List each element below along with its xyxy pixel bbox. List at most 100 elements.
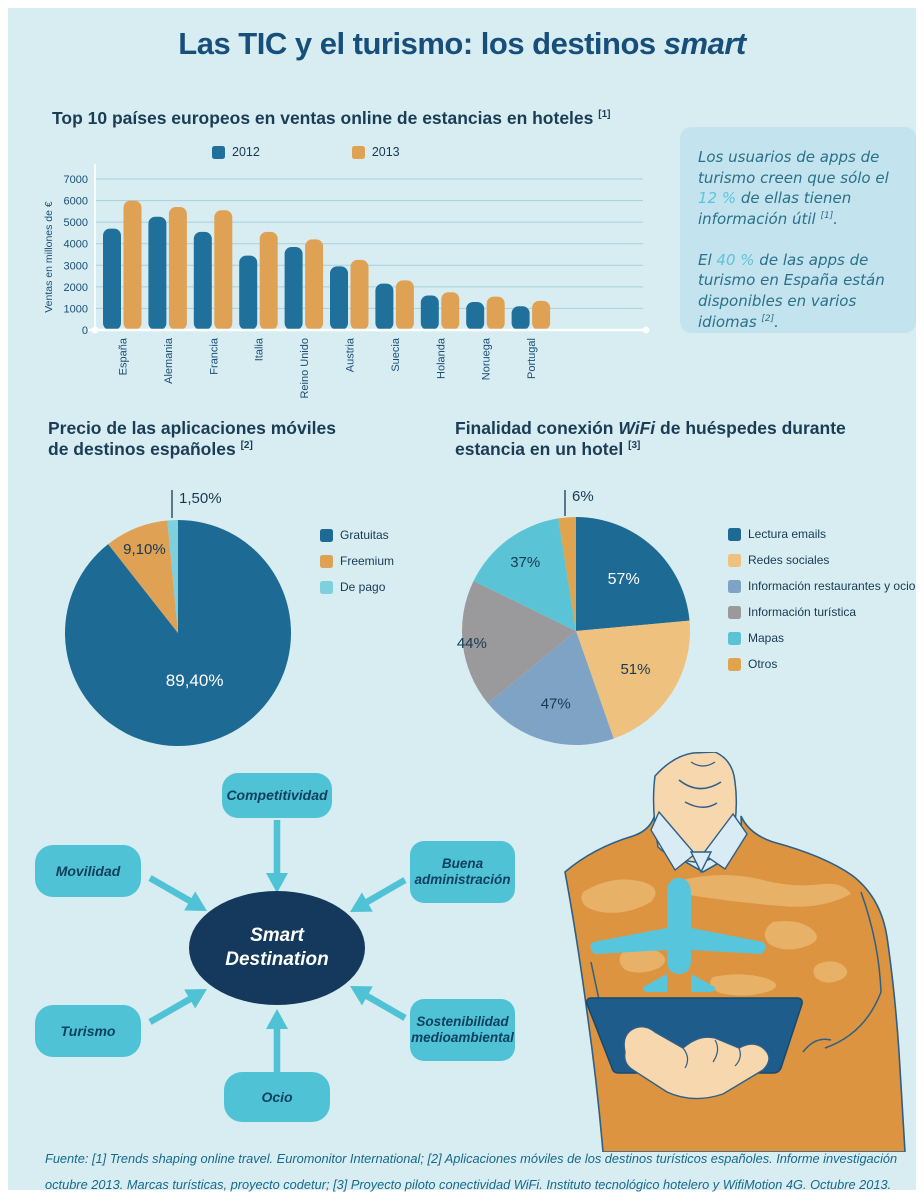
legend-label: Mapas [748, 631, 785, 645]
legend-swatch [728, 657, 741, 671]
pie-apps-legend: Gratuitas Freemium De pago [320, 528, 394, 606]
slice-value-label: 9,10% [123, 541, 166, 558]
bar-Italia-2012 [239, 255, 258, 330]
pie-slice-Otros [558, 517, 576, 631]
highlight-40-percent: 40 % [716, 250, 755, 269]
pie-wifi-title: Finalidad conexión WiFi de huéspedes dur… [455, 418, 885, 461]
y-tick-label: 5000 [64, 217, 88, 229]
legend-item-Mapas: Mapas [728, 631, 915, 645]
y-tick-label: 4000 [64, 239, 88, 251]
legend-item-Freemium: Freemium [320, 554, 394, 568]
page-title: Las TIC y el turismo: los destinos smart [0, 26, 924, 62]
axis-origin-dot [91, 326, 99, 334]
slice-value-label: 1,50% [179, 490, 222, 507]
legend-label: Otros [748, 657, 778, 671]
pie-apps-chart: 89,40% 9,10% 1,50% [65, 490, 291, 746]
legend-swatch [728, 631, 741, 645]
category-label: Alemania [163, 337, 175, 384]
bar-chart-legend: 2012 2013 [212, 145, 400, 159]
legend-swatch [728, 553, 741, 567]
category-label: Francia [208, 337, 220, 375]
slice-value-label: 37% [510, 554, 540, 571]
diagram-node-ocio: Ocio [224, 1072, 330, 1122]
y-tick-label: 6000 [64, 196, 88, 208]
legend-swatch [728, 579, 741, 593]
bar-Suecia-2013 [395, 280, 414, 330]
hands [623, 1025, 770, 1100]
legend-label: 2012 [232, 145, 260, 159]
slice-value-label: 6% [572, 488, 594, 505]
slice-value-label: 47% [541, 695, 571, 712]
diagram-node-buena-administracion: Buena administración [410, 841, 515, 903]
axis-end-dot [642, 326, 650, 334]
category-label: Austria [345, 337, 357, 372]
bar-Portugal-2012 [511, 306, 530, 330]
slice-value-label: 44% [457, 635, 487, 652]
pie-wifi-title-line2: estancia en un hotel [455, 439, 624, 460]
pie-slice-Redes sociales [576, 620, 690, 739]
legend-label: Redes sociales [748, 553, 830, 567]
bar-chart: 0 1000 2000 3000 4000 5000 6000 7000 España Alema… [43, 164, 650, 399]
pie-wifi-title-post: de huéspedes durante [660, 418, 846, 438]
pie-wifi-title-footnote: [3] [628, 440, 641, 452]
bar-Italia-2013 [259, 231, 278, 330]
legend-swatch [320, 580, 333, 594]
footer-source-text: Fuente: [1] Trends shaping online travel… [45, 1151, 898, 1193]
category-label: Suecia [390, 337, 402, 372]
y-axis-title: Ventas en millones de € [43, 201, 55, 313]
bar-España-2013 [123, 200, 142, 330]
bar-chart-title: Top 10 países europeos en ventas online … [52, 108, 611, 129]
y-tick-label: 7000 [64, 174, 88, 186]
bar-chart-title-footnote: [1] [598, 109, 611, 121]
y-tick-label: 3000 [64, 260, 88, 272]
bar-Portugal-2013 [532, 300, 551, 330]
legend-swatch [320, 528, 333, 542]
pie-wifi-title-pre: Finalidad conexión [455, 418, 614, 438]
world-map [581, 875, 851, 996]
side-note-card: Los usuarios de apps de turismo creen qu… [680, 127, 916, 333]
pie-slice-Información restaurantes y ocio [487, 631, 614, 745]
pie-wifi-title-wifi: WiFi [618, 418, 656, 438]
bar-Noruega-2013 [486, 296, 505, 330]
page-title-text: Las TIC y el turismo: los destinos [178, 26, 656, 61]
legend-item-Gratuitas: Gratuitas [320, 528, 394, 542]
legend-item-De pago: De pago [320, 580, 394, 594]
legend-item-2013: 2013 [351, 145, 400, 159]
diagram-node-turismo: Turismo [35, 1005, 141, 1057]
legend-label: Información restaurantes y ocio [748, 579, 916, 593]
legend-label: De pago [340, 580, 386, 594]
pie-wifi-legend: Lectura emails Redes sociales Información … [728, 527, 915, 683]
category-label: Reino Unido [299, 338, 311, 399]
bar-Reino Unido-2012 [284, 246, 303, 330]
side-note-paragraph-2: El 40 % de las apps de turismo en España… [698, 250, 885, 331]
legend-swatch [728, 605, 741, 619]
side-note-paragraph-1: Los usuarios de apps de turismo creen qu… [698, 148, 889, 229]
pie-slice-Información turística [462, 580, 576, 704]
y-tick-label: 0 [82, 325, 88, 337]
diagram-arrows [148, 820, 407, 1072]
category-label: Holanda [435, 337, 447, 379]
bar-Noruega-2012 [466, 301, 485, 330]
bar-Alemania-2012 [148, 216, 167, 330]
legend-swatch [212, 145, 225, 159]
legend-label: Lectura emails [748, 527, 827, 541]
pie-slice-Mapas [473, 518, 576, 631]
pie-apps-title-line1: Precio de las aplicaciones móviles [48, 418, 336, 438]
category-label: España [118, 337, 130, 375]
smart-destination-ellipse: Smart Destination [189, 891, 365, 1005]
shirt-collar [650, 810, 748, 874]
pie-apps-title-line2: de destinos españoles [48, 439, 236, 460]
bar-Austria-2012 [330, 266, 348, 330]
tourist-illustration [564, 752, 906, 1152]
bar-Holanda-2013 [441, 292, 460, 330]
legend-label: Información turística [748, 605, 857, 619]
y-tick-label: 2000 [64, 282, 88, 294]
slice-value-label: 57% [608, 571, 640, 588]
legend-swatch [351, 145, 365, 159]
pie-slice-Lectura emails [576, 517, 690, 631]
airplane-icon [590, 878, 766, 992]
legend-label: 2013 [371, 145, 400, 159]
diagram-node-sostenibilidad: Sostenibilidad medioambiental [410, 999, 515, 1061]
legend-item-Redes sociales: Redes sociales [728, 553, 915, 567]
legend-swatch [320, 554, 333, 568]
